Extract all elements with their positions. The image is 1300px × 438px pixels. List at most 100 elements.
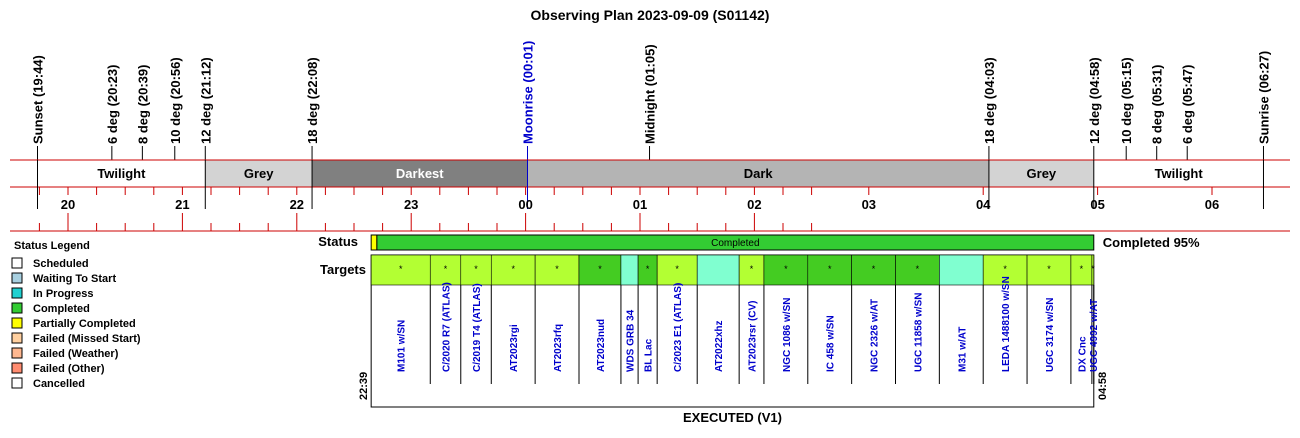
band-label-darkest: Darkest: [396, 166, 444, 181]
target-name-at2023rfq: AT2023rfq: [553, 324, 564, 372]
event-label-10-deg-05-15: 10 deg (05:15): [1119, 57, 1134, 144]
target-marker: *: [675, 264, 679, 274]
event-label-10-deg-20-56: 10 deg (20:56): [168, 57, 183, 144]
target-name-c-2019-t4-atlas: C/2019 T4 (ATLAS): [472, 283, 483, 372]
target-block-m101-w-sn: [370, 254, 431, 286]
targets-row: Targets * M101 w/SN * C/2020 R7 (ATLAS) * C/20…: [320, 254, 1109, 425]
legend-swatch-failed-other: [11, 362, 23, 374]
event-label-midnight-01-05: Midnight (01:05): [643, 44, 658, 144]
target-block-ngc-2326-w-at: [851, 254, 896, 286]
legend-swatch-failed-weather: [11, 347, 23, 359]
target-marker: *: [646, 264, 650, 274]
hour-label-06: 06: [1205, 197, 1219, 212]
target-marker: *: [828, 264, 832, 274]
hour-axis: 20 21 22 23 00 01 02 03 04 05 06: [10, 187, 1290, 232]
legend-label-failed-weather: Failed (Weather): [33, 348, 119, 360]
target-name-wds-grb-34: WDS GRB 34: [626, 309, 637, 372]
target-block-c-2023-e1-atlas: [656, 254, 698, 286]
target-block-c-2020-r7-atlas: [429, 254, 462, 286]
hour-label-21: 21: [175, 197, 189, 212]
legend-swatch-partially-completed: [11, 317, 23, 329]
band-label-twilight: Twilight: [1155, 166, 1204, 181]
event-label-6-deg-20-23: 6 deg (20:23): [105, 65, 120, 144]
status-segment: [370, 234, 378, 251]
target-marker: *: [1047, 264, 1051, 274]
target-block-ugc-4992-w-at: [1091, 254, 1095, 286]
target-block-m31-w-at: [939, 254, 984, 286]
event-label-sunrise-06-27: Sunrise (06:27): [1256, 51, 1271, 144]
target-marker: *: [1091, 264, 1095, 274]
target-name-ugc-3174-w-sn: UGC 3174 w/SN: [1045, 298, 1056, 372]
target-name-at2023rsr-cv: AT2023rsr (CV): [748, 300, 759, 372]
target-name-at2023rgi: AT2023rgi: [509, 324, 520, 372]
status-segment-label: Completed: [711, 238, 759, 249]
legend-label-in-progress: In Progress: [33, 288, 94, 300]
event-label-8-deg-05-31: 8 deg (05:31): [1150, 65, 1165, 144]
event-label-sunset-19-44: Sunset (19:44): [30, 55, 45, 144]
legend-label-scheduled: Scheduled: [33, 258, 89, 270]
event-label-12-deg-04-58: 12 deg (04:58): [1087, 57, 1102, 144]
band-label-grey: Grey: [1027, 166, 1057, 181]
target-marker: *: [555, 264, 559, 274]
target-name-m31-w-at: M31 w/AT: [957, 327, 968, 372]
twilight-event-labels: Sunset (19:44) 6 deg (20:23) 8 deg (20:39)…: [30, 41, 1271, 160]
event-label-18-deg-22-08: 18 deg (22:08): [305, 57, 320, 144]
legend-swatch-cancelled: [11, 377, 23, 389]
chart-title: Observing Plan 2023-09-09 (S01142): [531, 7, 770, 23]
band-dark: [527, 160, 989, 187]
target-name-c-2020-r7-atlas: C/2020 R7 (ATLAS): [442, 282, 453, 372]
band-darkest: [312, 160, 528, 187]
legend-swatch-completed: [11, 302, 23, 314]
hour-label-00: 00: [518, 197, 532, 212]
target-name-ngc-2326-w-at: NGC 2326 w/AT: [870, 299, 881, 372]
targets-footer: EXECUTED (V1): [683, 410, 782, 425]
legend-swatch-failed-missed-start: [11, 332, 23, 344]
status-row-label: Status: [318, 234, 358, 249]
sky-condition-bands: Twilight Grey Darkest Dark Grey Twilight: [10, 159, 1290, 209]
target-name-ugc-4992-w-at: UGC 4992 w/AT: [1089, 299, 1100, 372]
target-block-at2023rfq: [534, 254, 580, 286]
target-block-ngc-1086-w-sn: [763, 254, 809, 286]
hour-label-04: 04: [976, 197, 991, 212]
legend-label-completed: Completed: [33, 303, 90, 315]
legend-label-cancelled: Cancelled: [33, 378, 85, 390]
target-block-at2023nud: [578, 254, 622, 286]
target-name-bl-lac: BL Lac: [644, 338, 655, 372]
event-label-8-deg-20-39: 8 deg (20:39): [135, 65, 150, 144]
legend-label-failed-other: Failed (Other): [33, 363, 105, 375]
target-block-c-2019-t4-atlas: [460, 254, 492, 286]
legend-label-partially-completed: Partially Completed: [33, 318, 136, 330]
targets-end-time: 04:58: [1097, 372, 1109, 400]
target-name-m101-w-sn: M101 w/SN: [397, 320, 408, 372]
target-block-wds-grb-34: [620, 254, 639, 286]
targets-row-label: Targets: [320, 262, 366, 277]
target-marker: *: [750, 264, 754, 274]
status-row: Status Completed Completed 95%: [318, 234, 1200, 251]
target-name-ugc-11858-w-sn: UGC 11858 w/SN: [913, 293, 924, 372]
legend-label-failed-missed-start: Failed (Missed Start): [33, 333, 141, 345]
target-block-ugc-3174-w-sn: [1026, 254, 1072, 286]
target-name-c-2023-e1-atlas: C/2023 E1 (ATLAS): [673, 283, 684, 372]
target-name-at2023nud: AT2023nud: [596, 319, 607, 372]
band-label-dark: Dark: [744, 166, 774, 181]
target-name-dx-cnc: DX Cnc: [1077, 336, 1088, 372]
target-name-ic-458-w-sn: IC 458 w/SN: [826, 315, 837, 372]
target-marker: *: [474, 264, 478, 274]
legend-swatch-scheduled: [11, 257, 23, 269]
target-marker: *: [916, 264, 920, 274]
target-marker: *: [1003, 264, 1007, 274]
target-marker: *: [598, 264, 602, 274]
target-marker: *: [872, 264, 876, 274]
legend-title: Status Legend: [14, 240, 90, 252]
band-grey: [205, 160, 313, 187]
band-label-grey: Grey: [244, 166, 274, 181]
hour-label-23: 23: [404, 197, 418, 212]
target-name-at2022xhz: AT2022xhz: [714, 320, 725, 372]
targets-start-time: 22:39: [358, 372, 370, 400]
status-legend: Status Legend Scheduled Waiting To Start In…: [11, 240, 141, 390]
legend-label-waiting-to-start: Waiting To Start: [33, 273, 116, 285]
band-label-twilight: Twilight: [97, 166, 146, 181]
target-block-at2023rgi: [490, 254, 536, 286]
event-label-12-deg-21-12: 12 deg (21:12): [198, 57, 213, 144]
